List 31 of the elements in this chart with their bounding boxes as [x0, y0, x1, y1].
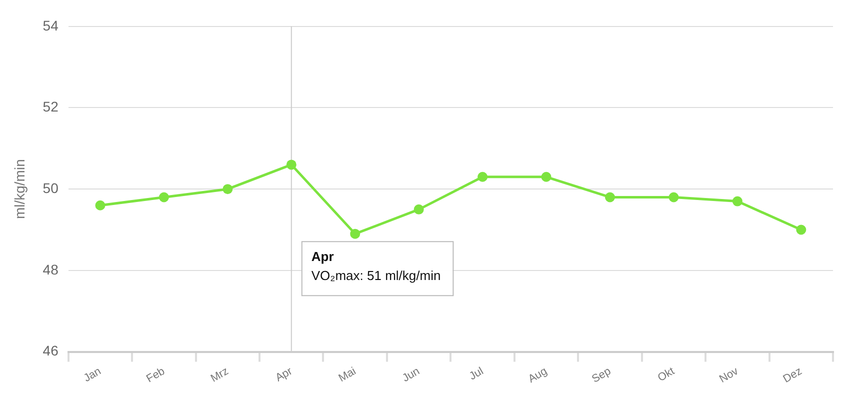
x-tick-label: Apr	[274, 365, 295, 384]
point	[604, 192, 615, 202]
x-tick-label: Sep	[590, 365, 613, 386]
x-tick-label: Jun	[400, 365, 422, 385]
x-tick-label: Nov	[717, 365, 741, 386]
x-tick-label: Aug	[526, 365, 550, 386]
point	[286, 160, 296, 170]
point	[158, 192, 169, 202]
point	[414, 204, 424, 214]
point	[95, 200, 106, 210]
point	[222, 184, 233, 194]
point	[668, 192, 679, 202]
y-tick-label: 52	[42, 98, 59, 115]
point	[541, 172, 552, 182]
y-tick-label: 48	[42, 261, 59, 278]
x-tick-label: Dez	[781, 365, 804, 386]
x-tick-label: Okt	[656, 365, 677, 384]
y-axis-title: ml/kg/min	[11, 159, 28, 220]
x-tick-label: Jan	[82, 365, 104, 385]
x-tick-label: Mrz	[208, 365, 231, 385]
y-tick-label: 46	[42, 342, 59, 359]
x-tick-label: Mai	[336, 365, 358, 385]
y-tick-label: 54	[42, 17, 59, 34]
x-tick-label: Feb	[144, 365, 167, 386]
point	[478, 172, 488, 182]
point	[796, 224, 806, 235]
point	[732, 196, 742, 206]
y-tick-label: 50	[42, 180, 59, 196]
point	[350, 228, 360, 239]
annotation: Apr VO₂max: 51 ml/kg/min	[311, 249, 441, 284]
x-tick-label: Jul	[467, 365, 486, 383]
